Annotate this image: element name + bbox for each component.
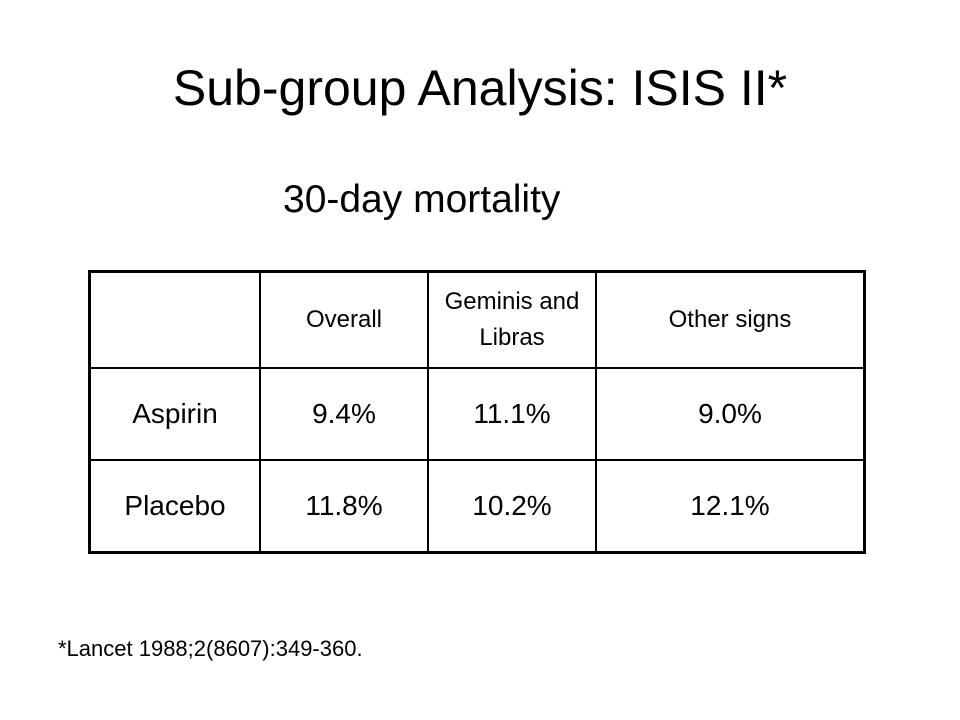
cell-aspirin-overall: 9.4% [259,367,429,461]
slide-title: Sub-group Analysis: ISIS II* [172,60,788,116]
header-cell-other-signs: Other signs [595,270,866,369]
row-label-placebo: Placebo [88,459,261,554]
mortality-table-container: Overall Geminis and Libras Other signs A… [88,270,866,554]
cell-placebo-geminis-libras: 10.2% [427,459,597,554]
table-row-aspirin: Aspirin 9.4% 11.1% 9.0% [88,367,866,461]
cell-aspirin-geminis-libras: 11.1% [427,367,597,461]
table-header-row: Overall Geminis and Libras Other signs [88,270,866,369]
header-cell-overall: Overall [259,270,429,369]
row-label-aspirin: Aspirin [88,367,261,461]
cell-placebo-overall: 11.8% [259,459,429,554]
header-cell-geminis-libras: Geminis and Libras [427,270,597,369]
slide-subtitle: 30-day mortality [283,178,561,221]
header-cell-empty [88,270,261,369]
mortality-table: Overall Geminis and Libras Other signs A… [88,270,866,554]
cell-placebo-other-signs: 12.1% [595,459,866,554]
citation-footnote: *Lancet 1988;2(8607):349-360. [58,636,363,661]
cell-aspirin-other-signs: 9.0% [595,367,866,461]
table-row-placebo: Placebo 11.8% 10.2% 12.1% [88,459,866,554]
